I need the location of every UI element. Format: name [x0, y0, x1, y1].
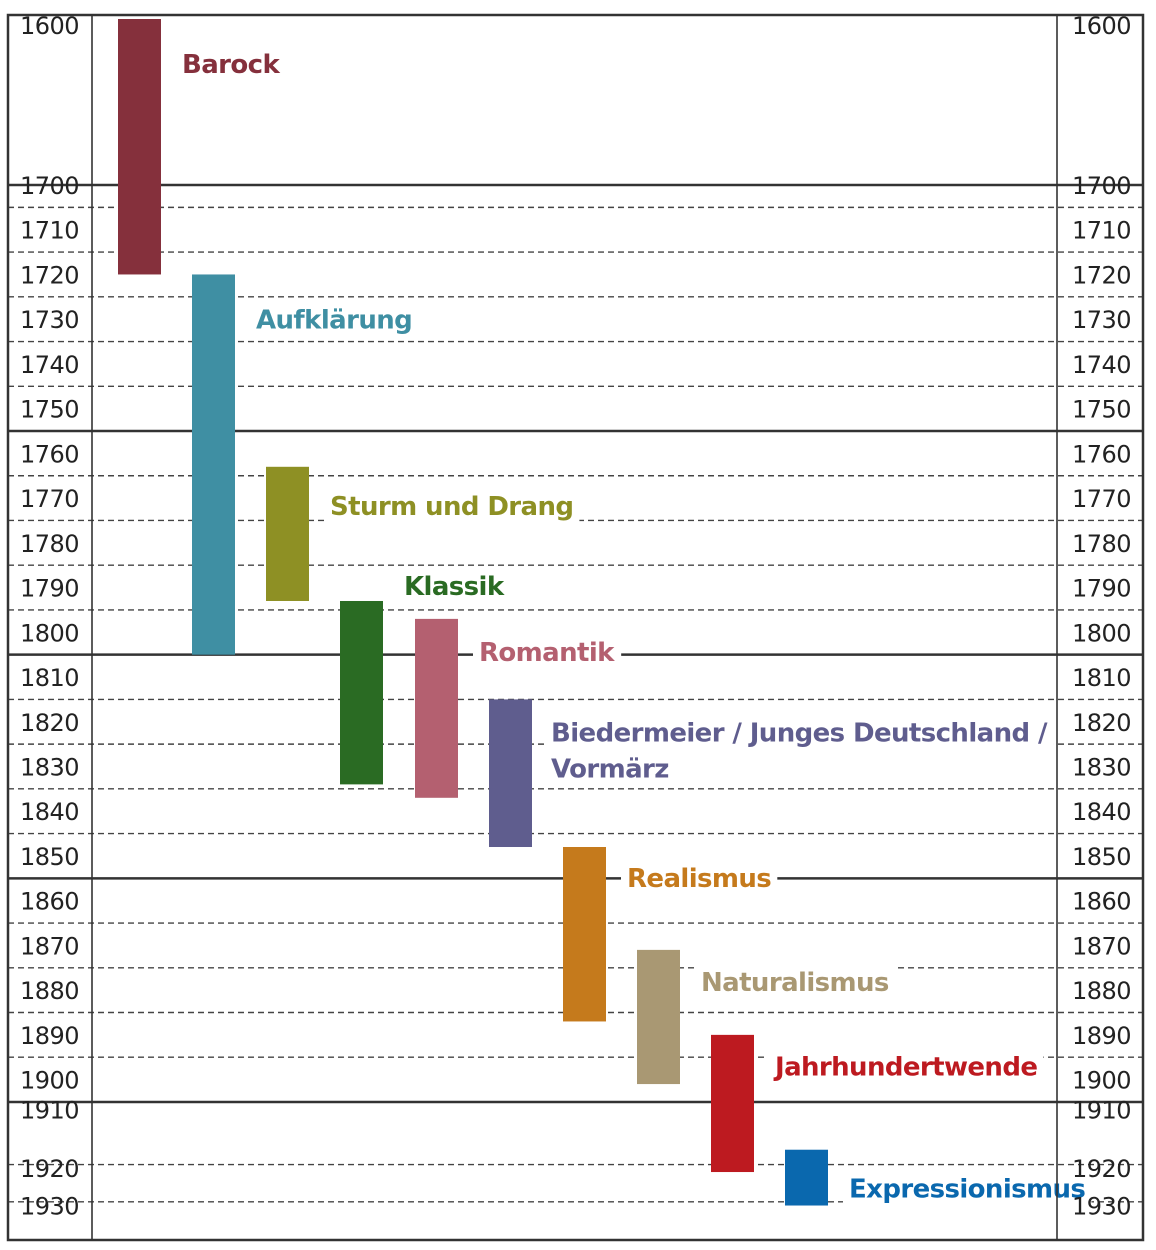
label-background — [473, 635, 622, 670]
year-tick-left: 1770 — [20, 485, 79, 513]
epoch-bar — [415, 618, 458, 798]
chart-frame — [6, 13, 1145, 1242]
epoch-bar — [192, 274, 235, 655]
label-background — [767, 1050, 1044, 1085]
epoch-bar — [118, 19, 161, 275]
year-tick-left: 1860 — [20, 888, 79, 916]
year-tick-left: 1930 — [20, 1192, 79, 1220]
year-tick-right: 1760 — [1072, 440, 1131, 468]
year-tick-left: 1850 — [20, 843, 79, 871]
epoch-bars — [118, 19, 828, 1206]
label-background — [398, 569, 511, 604]
epoch-bar — [711, 1034, 754, 1173]
epoch-label: Realismus — [627, 864, 771, 894]
year-tick-left: 1600 — [20, 12, 79, 40]
label-background — [621, 862, 778, 897]
year-tick-right: 1700 — [1072, 172, 1131, 200]
year-tick-right: 1850 — [1072, 843, 1131, 871]
year-tick-right: 1900 — [1072, 1067, 1131, 1095]
epoch-bar — [489, 699, 532, 848]
year-tick-right: 1880 — [1072, 977, 1131, 1005]
year-tick-right: 1860 — [1072, 888, 1131, 916]
epoch-bar — [785, 1149, 828, 1206]
year-tick-right: 1740 — [1072, 351, 1131, 379]
year-tick-left: 1840 — [20, 798, 79, 826]
year-tick-left: 1760 — [20, 440, 79, 468]
year-tick-right: 1730 — [1072, 306, 1131, 334]
year-tick-right: 1710 — [1072, 217, 1131, 245]
epoch-label-line: Vormärz — [551, 754, 669, 784]
label-background — [843, 1172, 1092, 1207]
epoch-label: Aufklärung — [256, 305, 412, 335]
year-tick-left: 1810 — [20, 664, 79, 692]
year-tick-right: 1870 — [1072, 932, 1131, 960]
year-tick-right: 1810 — [1072, 664, 1131, 692]
year-tick-left: 1700 — [20, 172, 79, 200]
year-tick-right: 1800 — [1072, 619, 1131, 647]
year-tick-left: 1730 — [20, 306, 79, 334]
year-tick-right: 1770 — [1072, 485, 1131, 513]
epoch-label: Jahrhundertwende — [773, 1053, 1037, 1083]
label-background — [324, 489, 580, 524]
year-tick-left: 1750 — [20, 396, 79, 424]
label-background — [176, 48, 287, 82]
year-tick-right: 1790 — [1072, 575, 1131, 603]
year-tick-right: 1920 — [1072, 1155, 1131, 1183]
year-tick-left: 1830 — [20, 753, 79, 781]
year-tick-right: 1780 — [1072, 530, 1131, 558]
year-tick-left: 1800 — [20, 619, 79, 647]
epoch-bar — [637, 949, 680, 1085]
year-tick-left: 1790 — [20, 575, 79, 603]
epoch-bar — [340, 600, 383, 785]
year-tick-right: 1930 — [1072, 1192, 1131, 1220]
year-tick-right: 1750 — [1072, 396, 1131, 424]
year-tick-right: 1600 — [1072, 12, 1131, 40]
epoch-bar — [266, 466, 309, 601]
epoch-label: Sturm und Drang — [330, 492, 573, 522]
epoch-label: Romantik — [479, 638, 615, 668]
year-tick-right: 1820 — [1072, 709, 1131, 737]
epoch-labels: Barock Aufklärung Sturm und Drang Klassik Ro… — [176, 48, 1092, 1207]
year-tick-left: 1820 — [20, 709, 79, 737]
grid-layer — [8, 183, 1143, 1203]
year-tick-left: 1890 — [20, 1022, 79, 1050]
year-tick-left: 1740 — [20, 351, 79, 379]
year-tick-left: 1920 — [20, 1155, 79, 1183]
year-tick-left: 1720 — [20, 261, 79, 289]
epoch-label: Klassik — [404, 572, 505, 602]
label-background — [250, 303, 419, 338]
epoch-label: Barock — [182, 50, 280, 80]
year-ticks: 1600 1600 1700 1700 1710 1710 1720 1720 1730 1730… — [20, 12, 1132, 1220]
label-background — [545, 716, 1054, 787]
outer-frame — [6, 13, 1145, 1242]
year-tick-left: 1780 — [20, 530, 79, 558]
epoch-label: Naturalismus — [701, 968, 889, 998]
year-tick-right: 1830 — [1072, 753, 1131, 781]
year-tick-left: 1910 — [20, 1096, 79, 1124]
year-tick-right: 1840 — [1072, 798, 1131, 826]
epoch-label: Expressionismus — [849, 1175, 1085, 1205]
epoch-label-line: Biedermeier / Junges Deutschland / — [551, 718, 1048, 748]
year-tick-right: 1890 — [1072, 1022, 1131, 1050]
year-tick-right: 1720 — [1072, 261, 1131, 289]
year-tick-right: 1910 — [1072, 1096, 1131, 1124]
epoch-bar — [563, 847, 606, 1022]
year-tick-left: 1900 — [20, 1067, 79, 1095]
label-background — [695, 966, 895, 1001]
year-tick-left: 1870 — [20, 932, 79, 960]
epoch-label: Biedermeier / Junges Deutschland / Vormär… — [551, 718, 1048, 784]
year-tick-left: 1710 — [20, 217, 79, 245]
year-tick-left: 1880 — [20, 977, 79, 1005]
